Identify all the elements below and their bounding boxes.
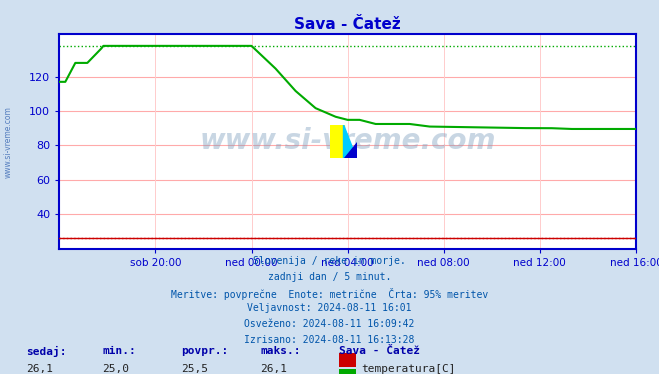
Text: 26,1: 26,1 — [26, 364, 53, 374]
Text: 25,5: 25,5 — [181, 364, 208, 374]
Title: Sava - Čatež: Sava - Čatež — [295, 18, 401, 33]
Text: Slovenija / reke in morje.: Slovenija / reke in morje. — [253, 256, 406, 266]
Text: temperatura[C]: temperatura[C] — [361, 364, 455, 374]
Text: Veljavnost: 2024-08-11 16:01: Veljavnost: 2024-08-11 16:01 — [247, 303, 412, 313]
Text: sedaj:: sedaj: — [26, 346, 67, 357]
Text: 25,0: 25,0 — [102, 364, 129, 374]
Text: Izrisano: 2024-08-11 16:13:28: Izrisano: 2024-08-11 16:13:28 — [244, 335, 415, 345]
Text: min.:: min.: — [102, 346, 136, 356]
Text: 26,1: 26,1 — [260, 364, 287, 374]
Text: maks.:: maks.: — [260, 346, 301, 356]
Text: Meritve: povprečne  Enote: metrične  Črta: 95% meritev: Meritve: povprečne Enote: metrične Črta:… — [171, 288, 488, 300]
Text: www.si-vreme.com: www.si-vreme.com — [200, 127, 496, 155]
Text: povpr.:: povpr.: — [181, 346, 229, 356]
Text: Sava - Čatež: Sava - Čatež — [339, 346, 420, 356]
Polygon shape — [330, 125, 343, 159]
Text: Osveženo: 2024-08-11 16:09:42: Osveženo: 2024-08-11 16:09:42 — [244, 319, 415, 329]
Polygon shape — [343, 142, 357, 159]
Polygon shape — [343, 125, 357, 159]
Text: www.si-vreme.com: www.si-vreme.com — [3, 106, 13, 178]
Text: zadnji dan / 5 minut.: zadnji dan / 5 minut. — [268, 272, 391, 282]
